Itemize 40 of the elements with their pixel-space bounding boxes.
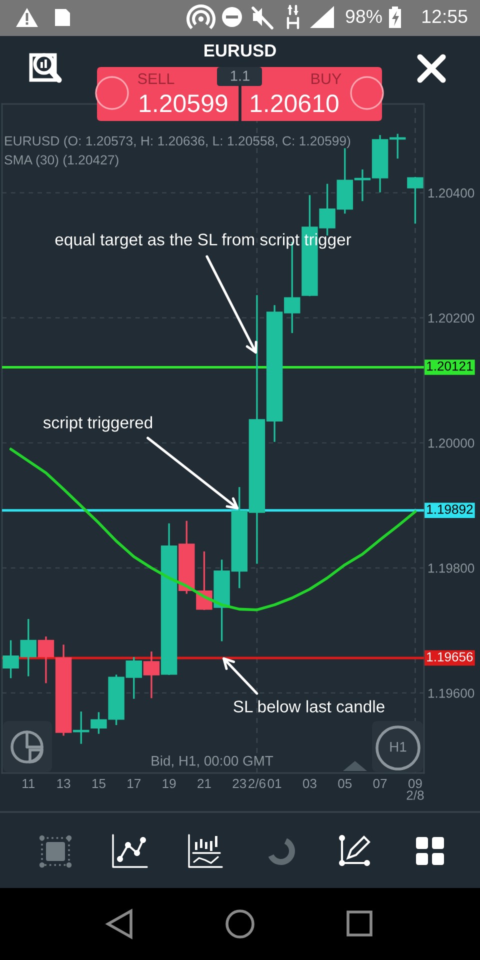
annotation: SL below last candle xyxy=(234,700,384,712)
x-tick-label: 15 xyxy=(92,779,106,788)
text: 1.1 xyxy=(230,70,250,81)
text: SELL xyxy=(138,73,174,84)
y-tick-label: 1.19600 xyxy=(428,688,474,698)
x-tick-label: 09 2/8 xyxy=(406,778,424,800)
candlestick xyxy=(407,176,424,224)
y-tick-label: 1.20400 xyxy=(428,188,474,198)
x-tick-label: 11 xyxy=(22,779,35,788)
ref-line-label: 1.19656 xyxy=(427,652,473,662)
x-tick-label: 07 xyxy=(373,778,387,788)
x-tick-label: 19 xyxy=(162,778,176,788)
ref-line-label: 1.19892 xyxy=(427,504,473,514)
candlestick xyxy=(143,651,160,698)
text: 12:55 xyxy=(422,10,468,24)
candlestick xyxy=(73,712,90,744)
x-tick-label: 2/6 xyxy=(248,778,266,788)
candlestick xyxy=(38,636,54,684)
line-series xyxy=(9,448,417,612)
text: BUY xyxy=(312,73,342,84)
annotation: Bid, H1, 00:00 GMT xyxy=(152,756,274,768)
x-tick-label: 13 xyxy=(57,778,70,788)
y-tick-label: 1.20200 xyxy=(428,313,474,323)
x-tick-label: 21 xyxy=(198,778,211,788)
annotation: 1.20599 xyxy=(140,94,228,112)
x-tick-label: 03 xyxy=(302,778,316,788)
y-tick-label: 1.20000 xyxy=(428,438,474,448)
annotation: SMA (30) (1.20427) xyxy=(4,154,118,168)
x-tick-label: 01 xyxy=(268,778,282,788)
x-tick-label: 05 xyxy=(338,778,352,788)
x-tick-label: 17 xyxy=(128,779,140,788)
annotation: 1.20610 xyxy=(250,94,338,112)
annotation: script triggered xyxy=(43,416,152,432)
text: 98% xyxy=(346,10,382,24)
y-tick-label: 1.19800 xyxy=(428,564,474,573)
chart-title: EURUSD xyxy=(204,44,276,57)
annotation: EURUSD (O: 1.20573, H: 1.20636, L: 1.20558, C: 1.20599) xyxy=(5,136,350,148)
x-tick-label: 23 xyxy=(232,778,246,788)
annotation: H1 xyxy=(390,742,406,752)
ref-line-label: 1.20121 xyxy=(427,361,473,371)
